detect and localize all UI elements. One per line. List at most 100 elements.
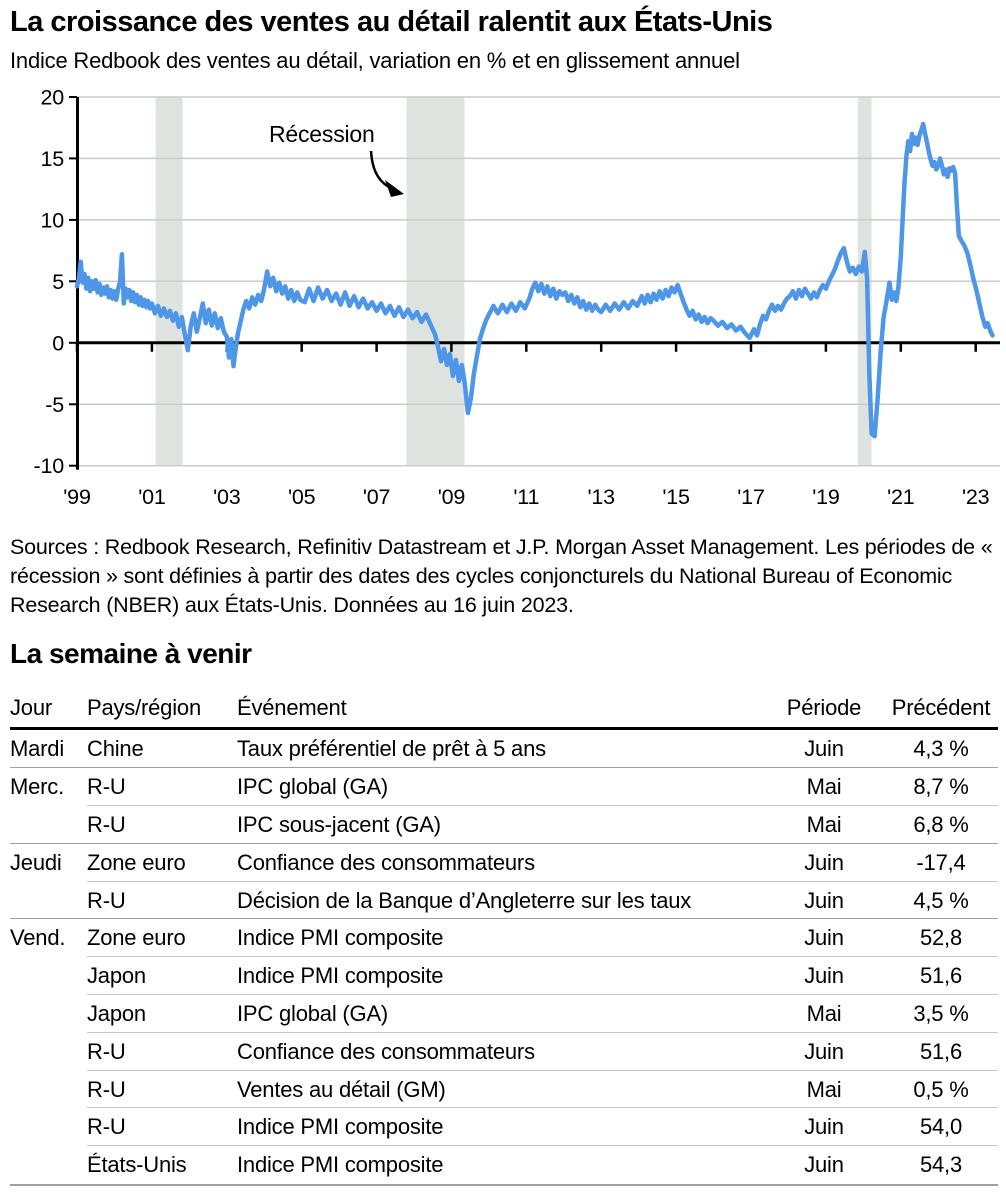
x-axis-label: '99 — [63, 485, 90, 509]
period-cell: Juin — [804, 735, 844, 761]
retail-sales-chart: 20 15 10 5 0 -5 -10 '99 '01 '03 '05 '07 '09 '11 '13 '15… — [34, 86, 1000, 509]
period-cell: Mai — [764, 1069, 884, 1109]
sources-note: Sources : Redbook Research, Refinitiv Da… — [10, 535, 993, 617]
event-cell: Indice PMI composite — [237, 1107, 764, 1146]
table-row: R-U IPC sous-jacent (GA) Mai 6,8 % — [10, 805, 998, 844]
region-cell: Japon — [87, 956, 237, 995]
y-axis-label: 0 — [52, 331, 64, 355]
period-cell: Mai — [764, 994, 884, 1033]
period-cell: Juin — [764, 1031, 884, 1071]
column-header: Pays/région — [87, 684, 237, 730]
x-axis-label: '13 — [587, 485, 615, 509]
event-cell: Décision de la Banque d’Angleterre sur l… — [237, 880, 764, 920]
previous-cell: 4,3 % — [913, 735, 969, 761]
period-cell: Juin — [764, 842, 884, 882]
column-header: Jour — [10, 684, 87, 730]
y-axis-label: 5 — [52, 270, 64, 294]
y-axis-label: -5 — [45, 393, 64, 417]
table-row: Merc. R-U IPC global (GA) Mai 8,7 % — [10, 767, 998, 806]
event-cell: Confiance des consommateurs — [237, 842, 764, 882]
period-cell: Juin — [764, 956, 884, 995]
event-cell: Indice PMI composite — [237, 918, 764, 957]
region-cell: R-U — [87, 1107, 237, 1146]
day-cell: Mardi — [10, 735, 65, 761]
day-cell — [10, 1070, 87, 1108]
previous-cell: 51,6 — [884, 956, 998, 995]
previous-cell: 0,5 % — [884, 1069, 998, 1109]
x-axis-label: '07 — [363, 485, 390, 509]
x-axis-label: '01 — [138, 485, 165, 509]
period-cell: Mai — [764, 805, 884, 844]
day-cell — [10, 957, 87, 995]
x-axis-label: '19 — [812, 485, 839, 509]
previous-cell: 4,5 % — [884, 880, 998, 920]
day-cell: Jeudi — [10, 842, 87, 882]
table-header-row: Jour Pays/région Événement Période Précédent — [10, 693, 998, 730]
previous-cell: 54,3 — [884, 1145, 998, 1184]
day-cell — [10, 995, 87, 1033]
table-row: R-U Indice PMI composite Juin 54,0 — [10, 1107, 998, 1146]
table-row: R-U Ventes au détail (GM) Mai 0,5 % — [10, 1069, 998, 1109]
previous-cell: 54,0 — [884, 1107, 998, 1146]
previous-cell: -17,4 — [884, 842, 998, 882]
period-cell: Juin — [764, 918, 884, 957]
region-cell: Japon — [87, 994, 237, 1033]
period-cell: Juin — [764, 880, 884, 920]
x-axis-label: '23 — [962, 485, 990, 509]
x-axis-label: '09 — [438, 485, 465, 509]
region-cell: Zone euro — [87, 842, 237, 882]
region-cell: R-U — [87, 880, 237, 920]
region-cell: R-U — [87, 767, 237, 806]
event-cell: IPC sous-jacent (GA) — [237, 805, 764, 844]
period-cell: Juin — [764, 1145, 884, 1184]
x-axis-label: '03 — [213, 485, 241, 509]
week-ahead-table: Jour Pays/région Événement Période Précédent… — [10, 693, 998, 1186]
event-cell: IPC global (GA) — [237, 994, 764, 1033]
column-header: Précédent — [884, 684, 998, 730]
region-cell: Zone euro — [87, 918, 237, 957]
column-header: Événement — [237, 684, 764, 730]
recession-annotation-label: Récession — [269, 121, 375, 147]
redbook-series-line — [74, 121, 995, 439]
table-row: Japon Indice PMI composite Juin 51,6 — [10, 956, 998, 995]
y-axis-label: 15 — [40, 147, 64, 171]
region-cell: R-U — [87, 1069, 237, 1109]
event-cell: Taux préférentiel de prêt à 5 ans — [237, 735, 546, 761]
day-cell — [10, 881, 87, 919]
recession-annotation-arrow — [369, 150, 390, 189]
x-axis-label: '11 — [513, 485, 539, 509]
region-cell: R-U — [87, 805, 237, 844]
previous-cell: 8,7 % — [884, 767, 998, 806]
x-axis-label: '21 — [887, 485, 914, 509]
previous-cell: 51,6 — [884, 1031, 998, 1071]
table-row: R-U Décision de la Banque d’Angleterre su… — [10, 880, 998, 920]
event-cell: Indice PMI composite — [237, 1145, 764, 1184]
event-cell: IPC global (GA) — [237, 767, 764, 806]
y-axis-label: 10 — [40, 208, 64, 232]
day-cell: Merc. — [10, 767, 87, 806]
recession-annotation-arrowhead — [385, 180, 404, 197]
table-row: États-Unis Indice PMI composite Juin 54,3 — [10, 1145, 998, 1184]
region-cell: États-Unis — [87, 1145, 237, 1184]
table-row: Japon IPC global (GA) Mai 3,5 % — [10, 994, 998, 1033]
event-cell: Ventes au détail (GM) — [237, 1069, 764, 1109]
table-row: Jeudi Zone euro Confiance des consommateur… — [10, 842, 998, 882]
y-axis-label: 20 — [40, 86, 64, 110]
previous-cell: 6,8 % — [884, 805, 998, 844]
period-cell: Mai — [764, 767, 884, 806]
x-axis-label: '15 — [662, 485, 690, 509]
period-cell: Juin — [764, 1107, 884, 1146]
previous-cell: 52,8 — [884, 918, 998, 957]
x-axis-label: '17 — [737, 485, 764, 509]
region-cell: Chine — [87, 735, 144, 761]
page-title: La croissance des ventes au détail ralen… — [10, 6, 773, 38]
day-cell — [10, 1146, 87, 1184]
y-axis-label: -10 — [34, 454, 65, 478]
table-row: R-U Confiance des consommateurs Juin 51,6 — [10, 1031, 998, 1071]
chart-subtitle: Indice Redbook des ventes au détail, var… — [10, 48, 740, 73]
day-cell — [10, 1032, 87, 1070]
day-cell: Vend. — [10, 918, 87, 957]
week-ahead-heading: La semaine à venir — [10, 638, 252, 669]
day-cell — [10, 806, 87, 844]
